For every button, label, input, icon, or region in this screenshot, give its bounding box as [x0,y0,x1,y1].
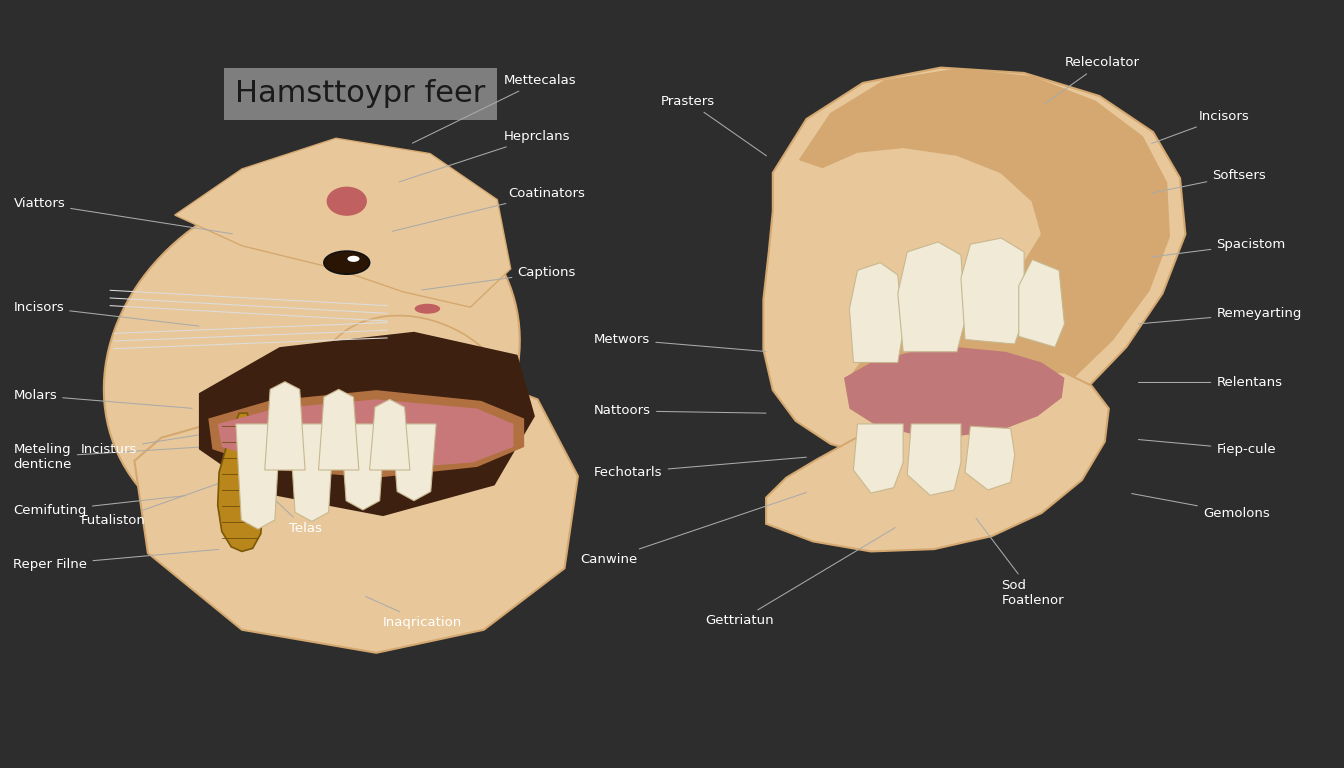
Polygon shape [134,369,578,653]
Text: Spacistom: Spacistom [1152,238,1286,257]
Ellipse shape [103,180,520,550]
Ellipse shape [316,316,517,486]
Polygon shape [844,347,1064,436]
Text: Gettriatun: Gettriatun [706,528,895,627]
Polygon shape [319,389,359,470]
Polygon shape [1019,260,1064,347]
Polygon shape [199,332,535,516]
Polygon shape [766,370,1109,551]
Polygon shape [965,426,1015,490]
Text: Coatinators: Coatinators [392,187,585,231]
Text: Telas: Telas [262,487,321,535]
Text: Fechotarls: Fechotarls [594,457,806,478]
Text: Relecolator: Relecolator [1044,57,1140,104]
Text: Prasters: Prasters [661,95,766,156]
Text: Sod
Foatlenor: Sod Foatlenor [976,518,1064,607]
Polygon shape [237,424,281,529]
Text: Reper Filne: Reper Filne [13,549,219,571]
Polygon shape [391,424,435,501]
Text: Meteling
denticne: Meteling denticne [13,443,199,471]
Text: Relentans: Relentans [1138,376,1282,389]
Text: Metwors: Metwors [594,333,766,352]
Text: Remeyarting: Remeyarting [1138,307,1302,324]
Text: Incisturs: Incisturs [81,431,226,455]
Polygon shape [907,424,961,495]
Ellipse shape [327,187,367,216]
Text: Hamsttoypr feer: Hamsttoypr feer [235,79,485,108]
Polygon shape [218,413,263,551]
Text: Nattoors: Nattoors [594,405,766,417]
Text: Incisors: Incisors [1152,111,1250,144]
Polygon shape [290,424,333,521]
Text: Molars: Molars [13,389,192,409]
Text: Captions: Captions [422,266,575,290]
Polygon shape [175,138,511,307]
Polygon shape [265,382,305,470]
Text: Canwine: Canwine [581,492,806,565]
Polygon shape [218,399,513,470]
Ellipse shape [314,178,379,224]
Polygon shape [370,399,410,470]
Polygon shape [961,238,1024,344]
Polygon shape [800,69,1169,436]
Text: Inaqrication: Inaqrication [366,596,462,628]
Text: Mettecalas: Mettecalas [413,74,577,143]
Text: Viattors: Viattors [13,197,233,233]
Ellipse shape [324,251,370,274]
Polygon shape [341,424,386,510]
Text: Softsers: Softsers [1152,169,1266,193]
Polygon shape [853,424,903,493]
Text: Cemifuting: Cemifuting [13,495,185,517]
Polygon shape [849,263,903,362]
Polygon shape [763,68,1185,459]
Polygon shape [208,390,524,478]
Ellipse shape [414,303,439,314]
Text: Gemolons: Gemolons [1132,494,1270,519]
Text: Heprclans: Heprclans [399,131,570,182]
Polygon shape [898,242,965,352]
Text: Fiep-cule: Fiep-cule [1138,439,1275,455]
Ellipse shape [347,256,360,262]
Text: Futaliston: Futaliston [81,481,226,527]
Text: Incisors: Incisors [13,301,199,326]
